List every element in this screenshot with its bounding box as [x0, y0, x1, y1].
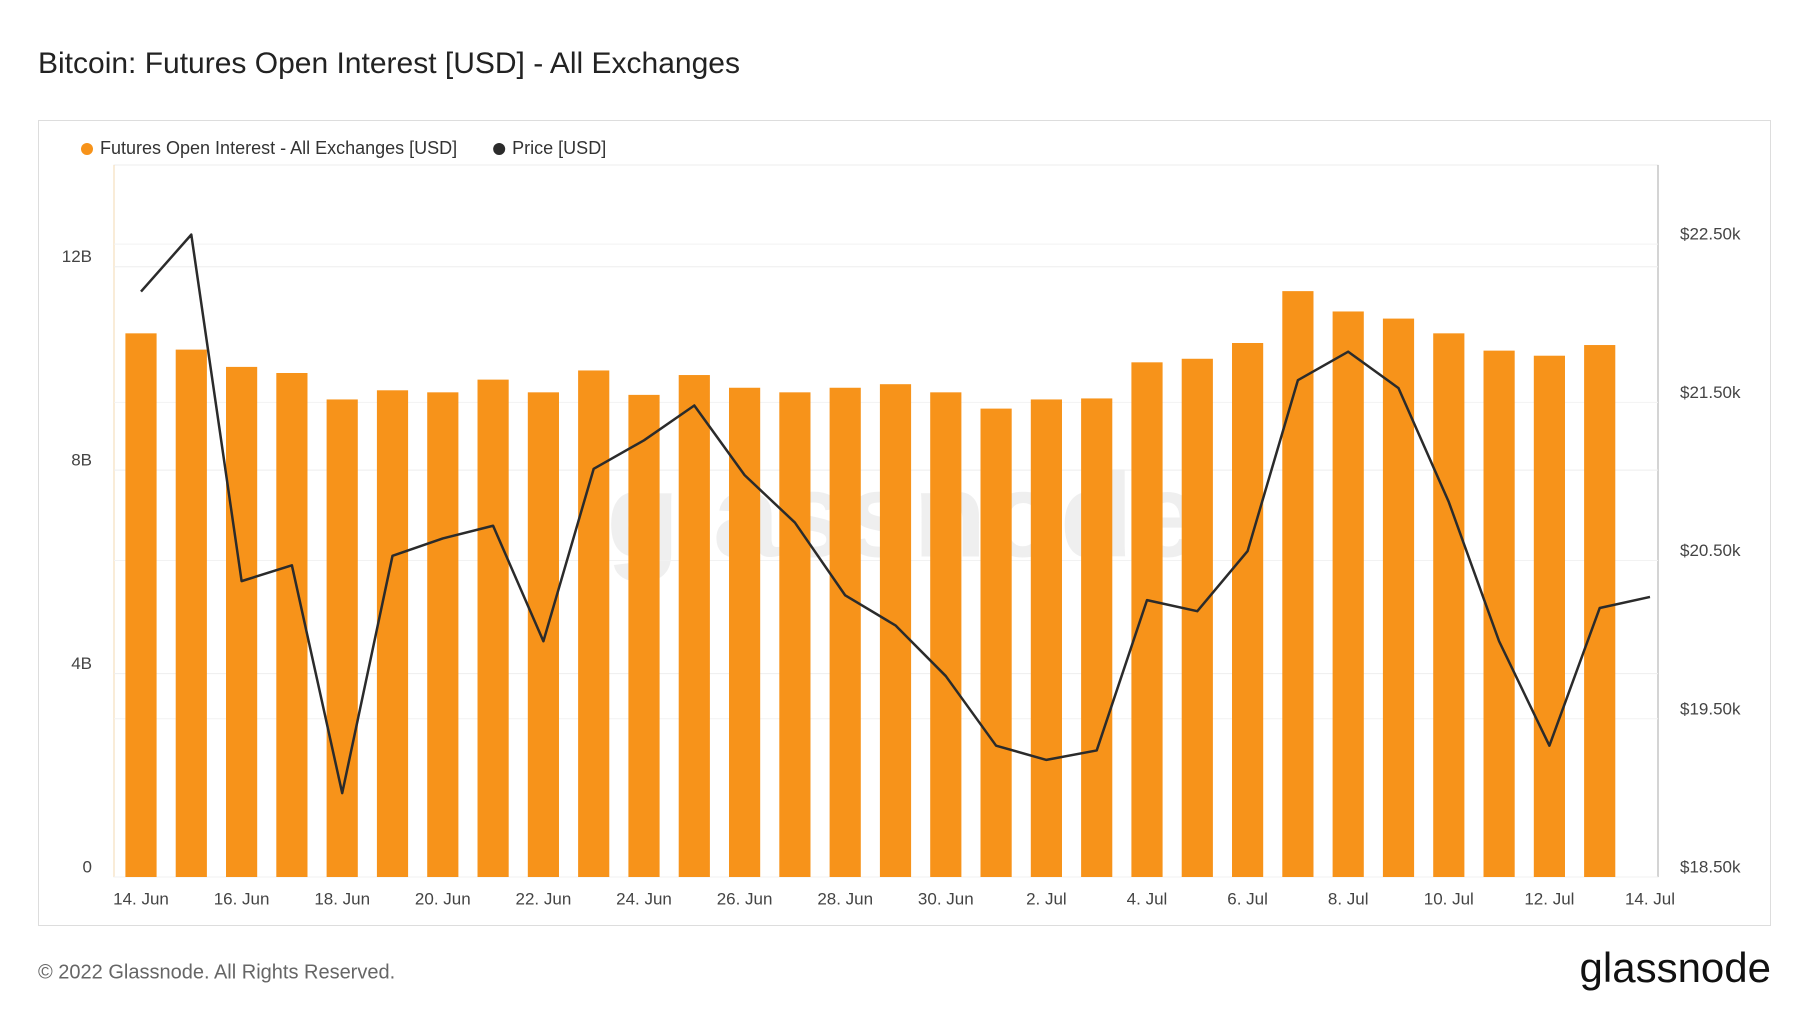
- x-tick-label: 4. Jul: [1127, 889, 1168, 908]
- bar: [779, 392, 811, 877]
- x-tick-label: 20. Jun: [415, 889, 471, 908]
- bar: [427, 392, 459, 877]
- y2-tick-label: $22.50k: [1680, 225, 1741, 244]
- bar: [1181, 358, 1213, 877]
- bar: [1081, 398, 1113, 877]
- legend-marker: [81, 143, 93, 155]
- x-tick-label: 14. Jul: [1625, 889, 1675, 908]
- y2-tick-label: $20.50k: [1680, 541, 1741, 560]
- x-tick-label: 12. Jul: [1524, 889, 1574, 908]
- x-tick-label: 26. Jun: [717, 889, 773, 908]
- legend-label: Price [USD]: [512, 138, 606, 158]
- chart-frame: [38, 120, 1771, 926]
- y-tick-label: 0: [83, 857, 92, 876]
- bar: [1382, 318, 1415, 877]
- logo: glassnode: [1580, 944, 1771, 991]
- bar: [729, 387, 761, 877]
- y2-tick-label: $18.50k: [1680, 857, 1741, 876]
- x-tick-label: 30. Jun: [918, 889, 974, 908]
- bar: [678, 375, 710, 877]
- bar: [1232, 343, 1264, 877]
- bar: [1332, 311, 1364, 877]
- y2-tick-label: $21.50k: [1680, 383, 1741, 402]
- legend-label: Futures Open Interest - All Exchanges [U…: [100, 138, 457, 158]
- bar: [1131, 362, 1163, 878]
- bar: [527, 392, 559, 877]
- bar: [829, 387, 861, 877]
- x-tick-label: 10. Jul: [1424, 889, 1474, 908]
- x-tick-label: 28. Jun: [817, 889, 873, 908]
- bar: [226, 366, 258, 877]
- bar: [276, 373, 308, 877]
- bar: [578, 370, 610, 877]
- x-tick-label: 14. Jun: [113, 889, 169, 908]
- bar: [1433, 333, 1465, 877]
- x-tick-label: 24. Jun: [616, 889, 672, 908]
- bar: [477, 379, 509, 877]
- bar: [1282, 291, 1314, 877]
- x-tick-label: 22. Jun: [516, 889, 572, 908]
- legend-marker: [493, 143, 506, 155]
- x-tick-label: 16. Jun: [214, 889, 270, 908]
- bar: [879, 384, 912, 877]
- bar: [125, 333, 157, 877]
- bar: [175, 349, 207, 877]
- y-tick-label: 12B: [62, 247, 92, 266]
- x-tick-label: 6. Jul: [1227, 889, 1268, 908]
- x-tick-label: 18. Jun: [314, 889, 370, 908]
- bar: [1030, 399, 1062, 877]
- bar: [1533, 355, 1565, 877]
- bar: [980, 408, 1012, 877]
- chart-title: Bitcoin: Futures Open Interest [USD] - A…: [38, 47, 740, 80]
- y2-tick-label: $19.50k: [1680, 699, 1741, 718]
- footer: © 2022 Glassnode. All Rights Reserved.: [38, 961, 395, 983]
- y-tick-label: 8B: [71, 451, 92, 470]
- x-tick-label: 2. Jul: [1026, 889, 1067, 908]
- price-line: [140, 233, 1651, 795]
- bar: [376, 390, 409, 877]
- bar: [930, 392, 962, 877]
- bar: [326, 399, 358, 877]
- y-tick-label: 4B: [71, 654, 92, 673]
- bar: [628, 394, 660, 877]
- x-tick-label: 8. Jul: [1328, 889, 1369, 908]
